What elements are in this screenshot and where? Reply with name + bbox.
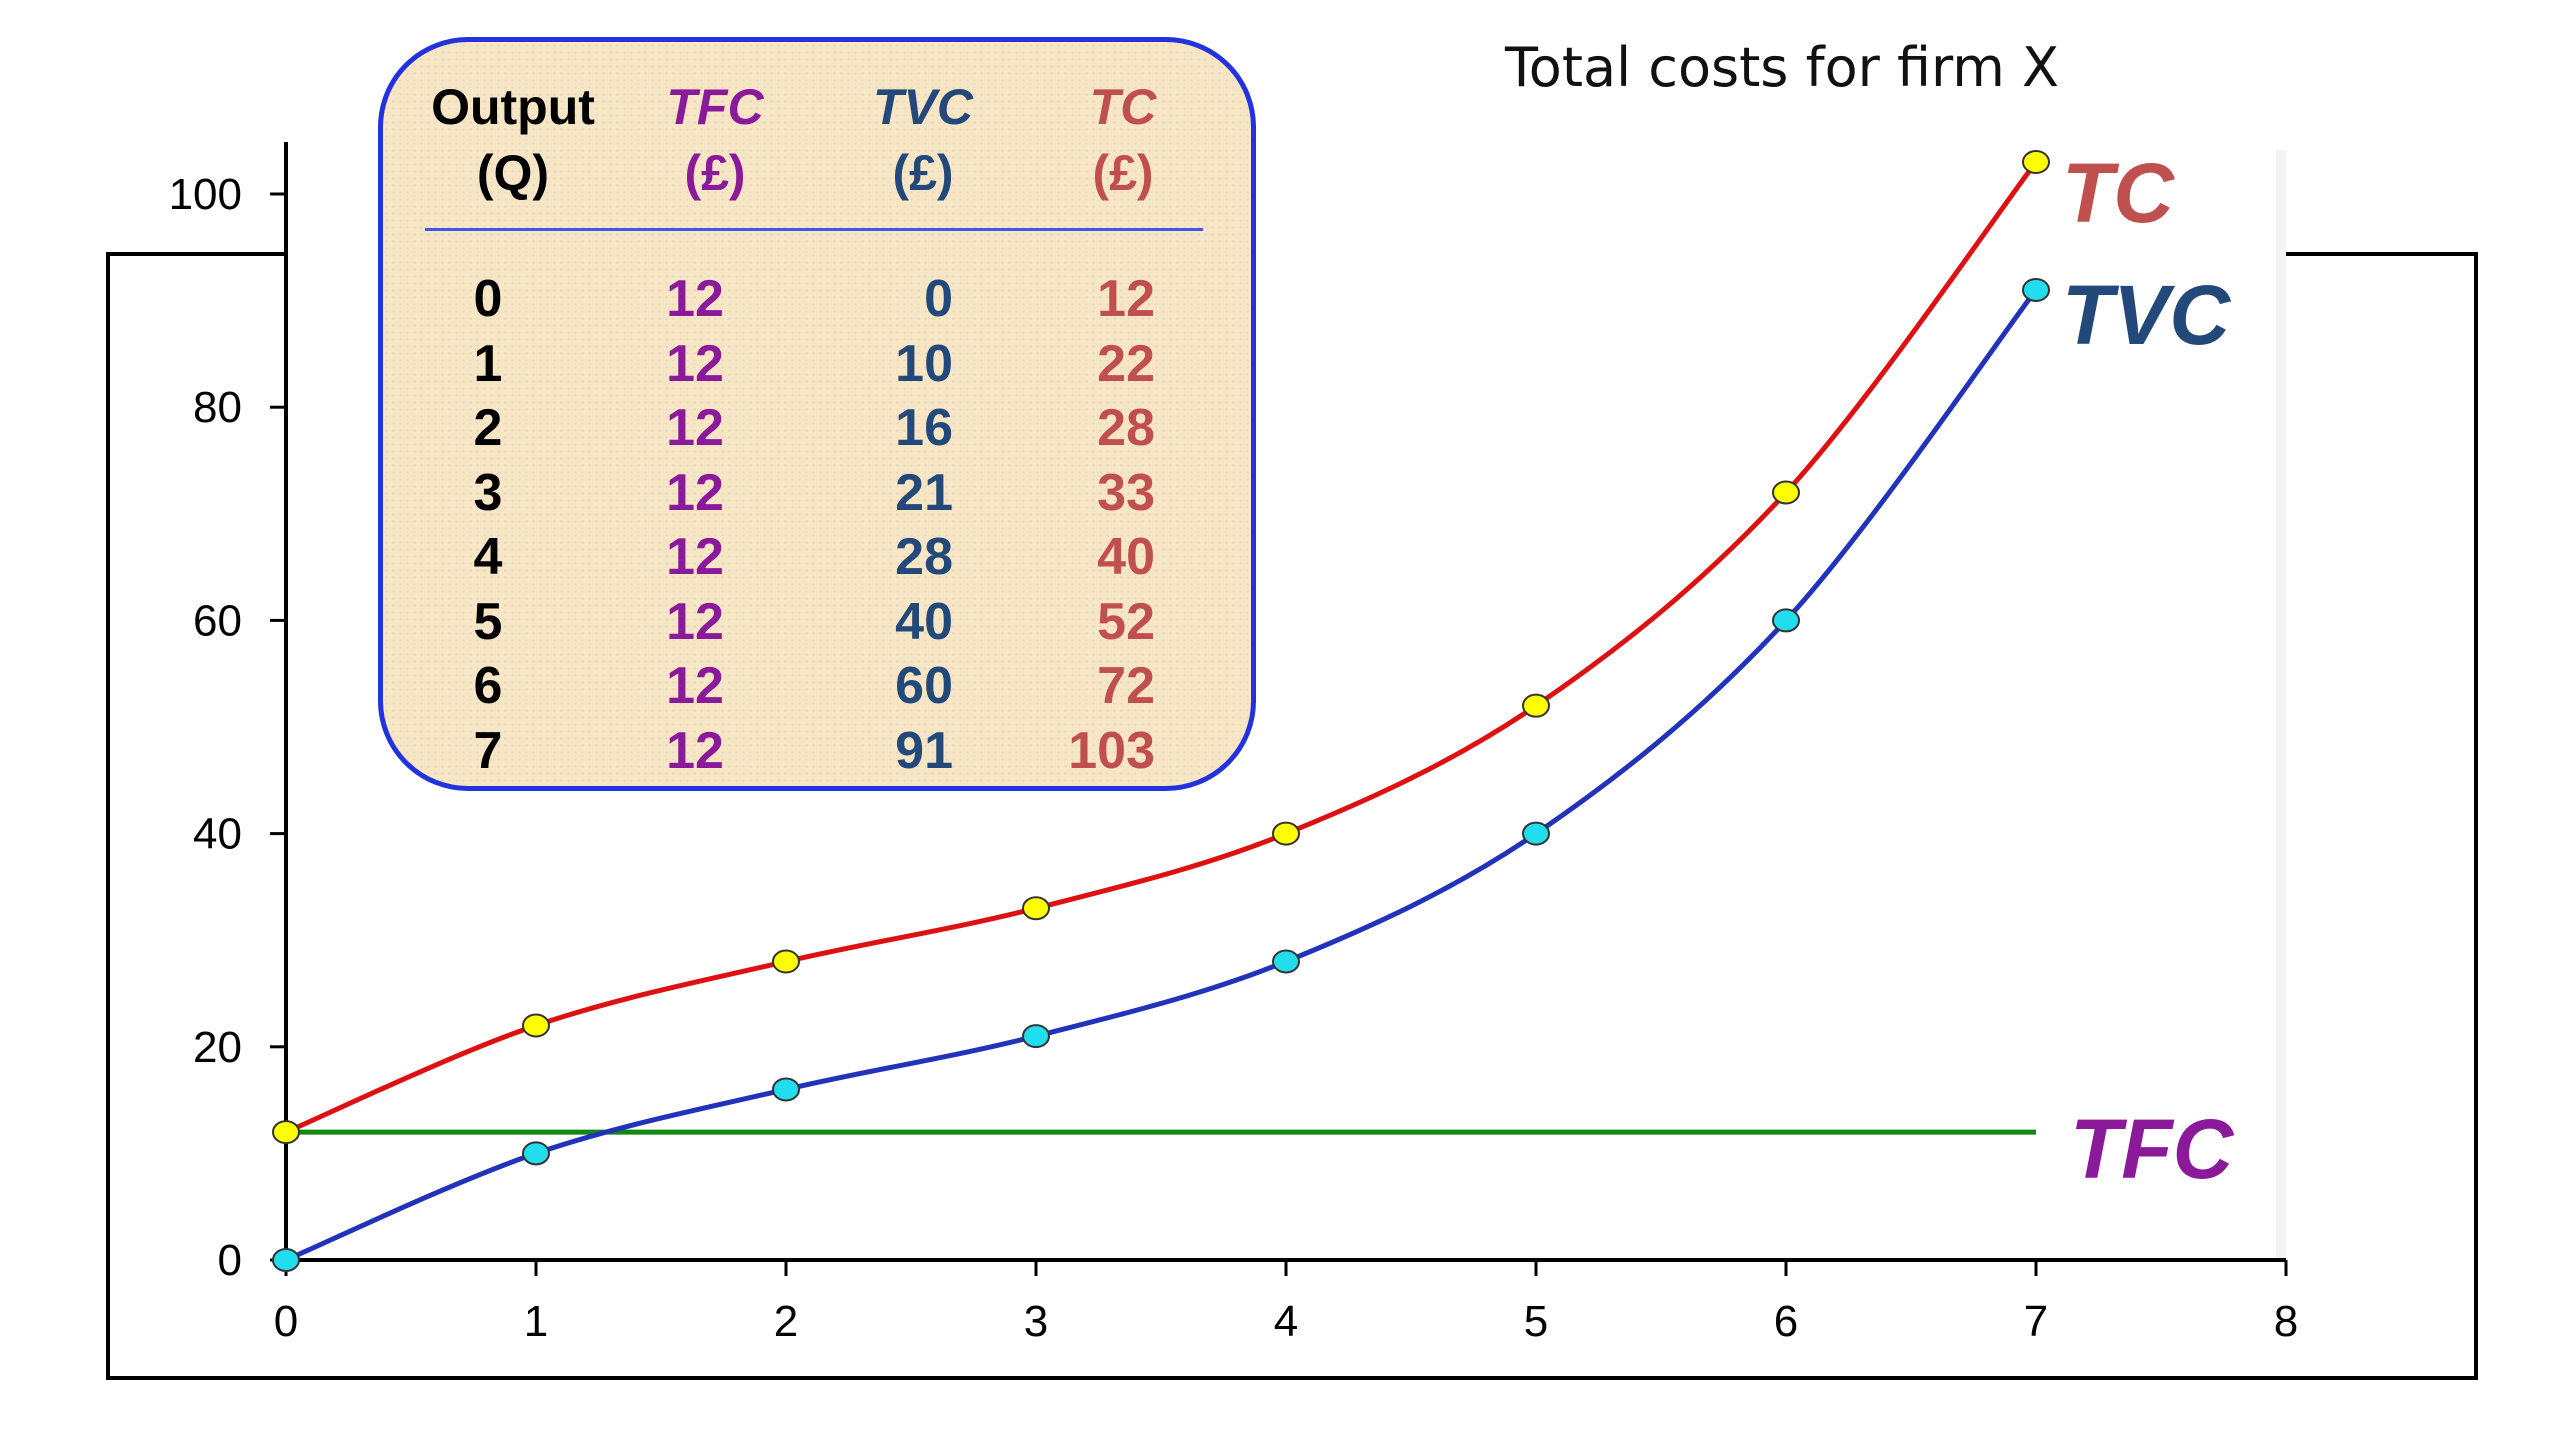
table-cell-tc: 40 (1097, 528, 1155, 586)
data-point-tc (772, 949, 800, 974)
chart-title: Total costs for firm X (1504, 36, 2059, 99)
data-point-tvc (1522, 821, 1550, 846)
data-point-tc (522, 1013, 550, 1038)
table-cell-tfc: 12 (666, 334, 724, 393)
table-cell-output: 7 (473, 721, 503, 780)
table-cell-tvc: 91 (895, 721, 953, 780)
data-point-tc (1772, 480, 1800, 505)
header-output: Output (431, 79, 595, 135)
y-tick-label: 0 (218, 1236, 242, 1285)
data-point-tc (1022, 896, 1050, 921)
table-cell-tvc: 60 (895, 657, 953, 715)
x-tick-label: 8 (2274, 1297, 2298, 1346)
table-cell-tfc: 12 (666, 592, 724, 651)
table-cell-tvc: 28 (895, 528, 953, 586)
table-cell-tc: 22 (1097, 334, 1155, 393)
data-point-tvc (272, 1248, 300, 1272)
table-cell-output: 2 (473, 399, 503, 457)
header-tc: TC (1089, 79, 1157, 135)
table-cell-tvc: 40 (895, 592, 953, 651)
header-tvc-unit: (£) (892, 145, 954, 201)
series-label-tc: TC (2062, 146, 2175, 240)
header-output-unit: (Q) (476, 145, 550, 201)
data-point-tvc (1022, 1024, 1050, 1049)
data-point-tvc (772, 1077, 800, 1102)
header-tvc: TVC (873, 79, 973, 135)
x-tick-label: 1 (524, 1297, 548, 1346)
table-cell-tvc: 10 (895, 334, 953, 393)
x-tick-label: 4 (1274, 1297, 1298, 1346)
data-point-tvc (1272, 949, 1300, 974)
table-cell-output: 5 (473, 592, 503, 651)
x-tick-label: 2 (774, 1297, 798, 1346)
x-tick-label: 0 (274, 1297, 298, 1346)
y-tick-label: 60 (193, 596, 242, 645)
table-cell-output: 3 (473, 463, 503, 522)
table-cell-tfc: 12 (666, 721, 724, 780)
y-tick-label: 20 (193, 1023, 242, 1072)
table-cell-tvc: 16 (895, 399, 953, 457)
data-point-tvc (1772, 608, 1800, 633)
header-tfc-unit: (£) (684, 145, 746, 201)
table-cell-tfc: 12 (666, 463, 724, 522)
table-cell-tc: 28 (1097, 399, 1155, 457)
table-cell-tfc: 12 (666, 270, 724, 328)
table-cell-tvc: 21 (895, 463, 953, 522)
header-tc-unit: (£) (1092, 145, 1154, 201)
data-point-tc (1522, 693, 1550, 718)
data-point-tc (2022, 150, 2050, 175)
data-point-tc (272, 1120, 300, 1145)
table-cell-output: 1 (473, 334, 503, 393)
table-cell-tc: 52 (1097, 592, 1155, 651)
x-tick-label: 5 (1524, 1297, 1548, 1346)
table-cell-output: 4 (473, 528, 503, 586)
table-cell-tc: 103 (1068, 721, 1155, 780)
table-cell-tc: 72 (1097, 657, 1155, 715)
table-cell-tc: 33 (1097, 463, 1155, 522)
data-point-tvc (2022, 277, 2050, 302)
x-tick-label: 6 (1774, 1297, 1798, 1346)
y-tick-label: 100 (169, 170, 242, 219)
x-tick-label: 7 (2024, 1297, 2048, 1346)
table-cell-output: 0 (473, 270, 503, 328)
y-tick-label: 80 (193, 383, 242, 432)
table-cell-tfc: 12 (666, 657, 724, 715)
cost-schedule-table: Output (Q) TFC (£) TVC (£) TC (£) 0 12 0 12… (378, 37, 1256, 791)
x-tick-label: 3 (1024, 1297, 1048, 1346)
header-tfc: TFC (666, 79, 764, 135)
table-cell-output: 6 (473, 657, 503, 715)
series-label-tfc: TFC (2070, 1102, 2235, 1196)
data-point-tc (1272, 821, 1300, 846)
table-cell-tfc: 12 (666, 399, 724, 457)
table-divider (425, 228, 1203, 231)
data-point-tvc (522, 1141, 550, 1166)
series-label-tvc: TVC (2062, 268, 2231, 362)
table-cell-tvc: 0 (924, 270, 953, 328)
y-tick-label: 40 (193, 810, 242, 859)
table-cell-tfc: 12 (666, 528, 724, 586)
table-cell-tc: 12 (1097, 270, 1155, 328)
